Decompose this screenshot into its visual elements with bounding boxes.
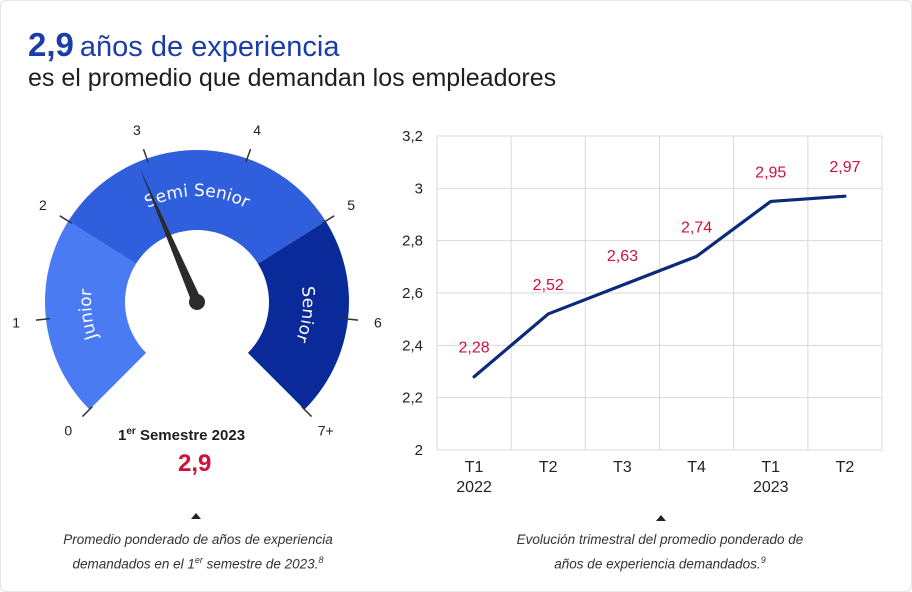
x-tick-label: T1 <box>465 459 484 476</box>
line-caption-line1: Evolución trimestral del promedio ponder… <box>516 532 804 547</box>
y-tick-label: 2,6 <box>402 285 423 302</box>
gauge-period-sup: er <box>126 426 136 437</box>
gauge-tick <box>142 148 149 163</box>
gauge-caption-arrow-icon <box>191 513 201 519</box>
gauge-tick <box>81 406 93 418</box>
gauge-period-rest: Semestre 2023 <box>135 427 246 444</box>
x-tick-label: T2 <box>836 459 855 476</box>
gauge-period-prefix: 1 <box>118 427 127 444</box>
data-label: 2,63 <box>607 248 638 265</box>
gauge-scale-label: 5 <box>347 197 355 213</box>
gauge-tick <box>245 148 252 163</box>
x-tick-label: T3 <box>613 459 632 476</box>
headline-text: años de experiencia <box>79 31 340 63</box>
gauge-tick <box>301 406 313 418</box>
gauge-scale-label: 2 <box>39 197 47 213</box>
gauge-scale-label: 4 <box>253 122 261 138</box>
gauge-band-semi-senior <box>68 149 326 264</box>
gauge-period-label: 1er Semestre 2023 <box>118 426 245 444</box>
y-tick-label: 2,2 <box>402 390 423 407</box>
data-label: 2,97 <box>829 159 860 176</box>
data-label: 2,52 <box>533 277 564 294</box>
gauge-scale-label: 7+ <box>318 423 334 439</box>
y-tick-label: 2 <box>415 442 423 459</box>
gauge-value: 2,9 <box>178 450 212 477</box>
series-line <box>472 194 847 379</box>
gauge-band-senior <box>247 221 349 410</box>
gauge-caption: Promedio ponderado de años de experienci… <box>30 530 366 575</box>
y-tick-label: 2,4 <box>402 337 423 354</box>
gauge-scale-label: 1 <box>12 314 20 330</box>
x-tick-label: T2 <box>539 459 558 476</box>
gauge-tick <box>343 317 359 321</box>
data-label: 2,28 <box>459 340 490 357</box>
line-caption: Evolución trimestral del promedio ponder… <box>470 530 850 575</box>
gauge-band-junior <box>44 221 147 410</box>
gauge-tick <box>321 215 335 224</box>
x-tick-label: T1 <box>761 459 780 476</box>
y-tick-label: 3 <box>415 180 423 197</box>
headline-subtitle: es el promedio que demandan los empleado… <box>28 64 557 92</box>
gauge-scale-label: 3 <box>133 122 141 138</box>
gauge-scale-label: 6 <box>374 314 382 330</box>
x-tick-label: 2022 <box>456 479 492 496</box>
gauge-needle-hub <box>189 294 205 310</box>
gauge-tick <box>35 317 51 321</box>
gauge-needle <box>139 167 202 304</box>
y-tick-label: 2,8 <box>402 233 423 250</box>
y-tick-label: 3,2 <box>402 128 423 145</box>
gauge-caption-line2: demandados en el 1er semestre de 2023.8 <box>72 555 324 572</box>
gauge-tick <box>59 215 73 224</box>
x-tick-label: T4 <box>687 459 706 476</box>
headline: 2,9 años de experiencia <box>28 26 339 64</box>
data-label: 2,74 <box>681 219 712 236</box>
line-caption-arrow-icon <box>656 515 666 521</box>
data-label: 2,95 <box>755 164 786 181</box>
gauge-caption-line1: Promedio ponderado de años de experienci… <box>63 532 333 547</box>
gauge-scale-label: 0 <box>64 423 72 439</box>
line-caption-line2: años de experiencia demandados.9 <box>554 555 766 572</box>
x-tick-label: 2023 <box>753 479 789 496</box>
headline-value: 2,9 <box>28 26 74 63</box>
